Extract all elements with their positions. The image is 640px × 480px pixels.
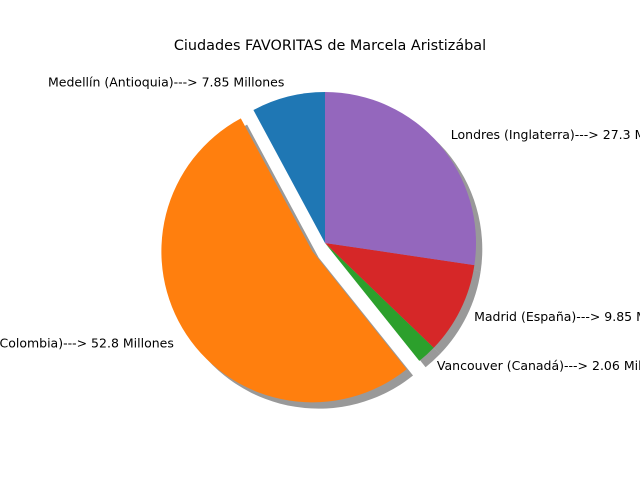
slice-label-bogota: Bogotá (Colombia)---> 52.8 Millones: [0, 335, 174, 350]
pie-slice-medellin: [253, 92, 325, 243]
slice-label-londres: Londres (Inglaterra)---> 27.3 Millones: [451, 127, 640, 142]
chart-title: Ciudades FAVORITAS de Marcela Aristizába…: [174, 38, 486, 54]
pie-slice-bogota: [161, 118, 407, 403]
slice-label-vancouver: Vancouver (Canadá)---> 2.06 Millones: [437, 358, 640, 373]
slice-label-madrid: Madrid (España)---> 9.85 Millones: [474, 309, 640, 324]
slice-labels: Medellín (Antioquia)---> 7.85 Millones Bo…: [0, 74, 640, 373]
pie-slice-londres: [325, 92, 476, 266]
pie-slice-vancouver: [325, 243, 434, 361]
pie-slice-madrid: [325, 243, 475, 348]
pie-slices: [161, 92, 476, 403]
slice-label-medellin: Medellín (Antioquia)---> 7.85 Millones: [48, 74, 284, 89]
